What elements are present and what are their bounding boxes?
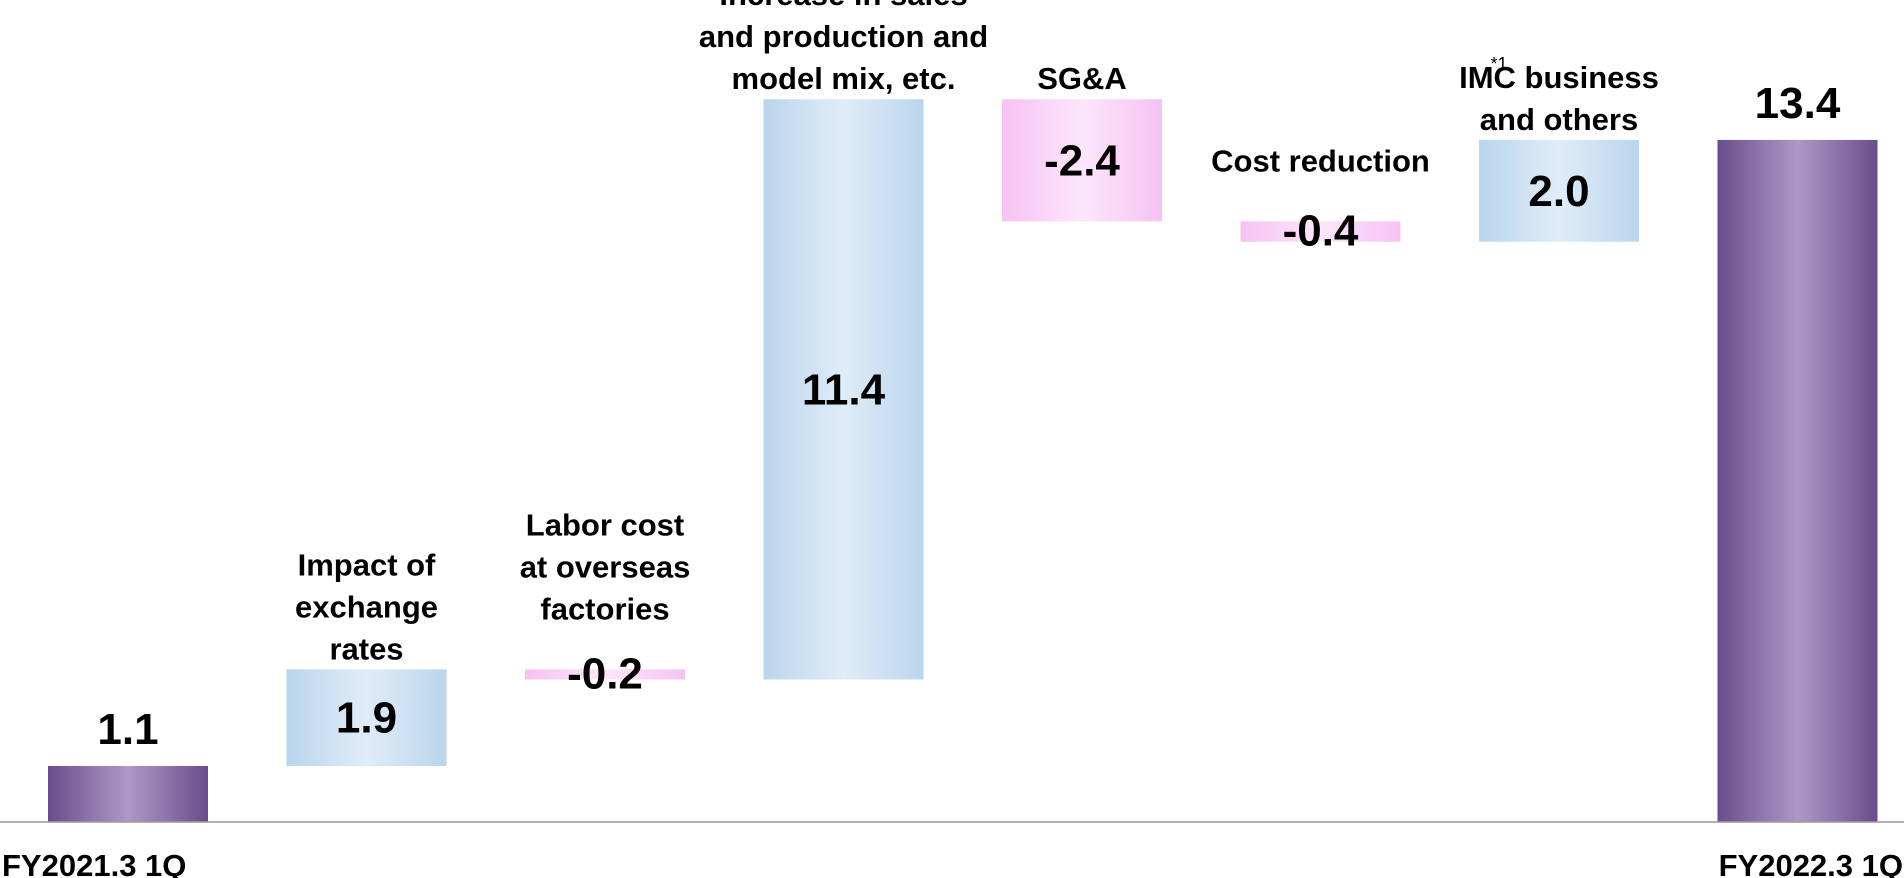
category-label-3: Increase in salesand production andmodel…: [699, 0, 988, 96]
bar-7: [1717, 139, 1878, 822]
bars-group: [48, 99, 1878, 822]
axis-label-start: FY2021.3 1Q: [2, 848, 186, 878]
category-label-5: Cost reduction: [1211, 143, 1430, 178]
bar-1: [286, 669, 447, 767]
category-label-4: SG&A: [1037, 61, 1127, 96]
value-label-6: 2.0: [1528, 167, 1589, 216]
labels-group: 1.1 1.9 Impact of exchange rates -0.2 Labor co…: [97, 0, 1840, 754]
value-label-0: 1.1: [97, 705, 158, 754]
bar-5: [1240, 221, 1401, 242]
bar-4: [1002, 99, 1162, 222]
value-label-5: -0.4: [1283, 207, 1359, 256]
category-label-1: Impact of exchange rates: [295, 547, 438, 666]
value-label-3: 11.4: [802, 365, 886, 414]
category-label-6: IMC business and others: [1459, 60, 1659, 137]
category-label-2: Labor cost at overseas factories: [520, 507, 691, 626]
bar-6: [1479, 139, 1639, 242]
axis-label-end: FY2022.3 1Q: [1719, 848, 1903, 878]
bar-2: [525, 669, 685, 680]
bar-3: [763, 99, 924, 680]
value-label-1: 1.9: [336, 694, 397, 743]
bar-0: [48, 766, 208, 822]
value-label-2: -0.2: [567, 649, 643, 698]
value-label-4: -2.4: [1044, 136, 1120, 185]
value-label-7: 13.4: [1755, 79, 1841, 128]
footnote-marker: *1: [1490, 54, 1507, 74]
